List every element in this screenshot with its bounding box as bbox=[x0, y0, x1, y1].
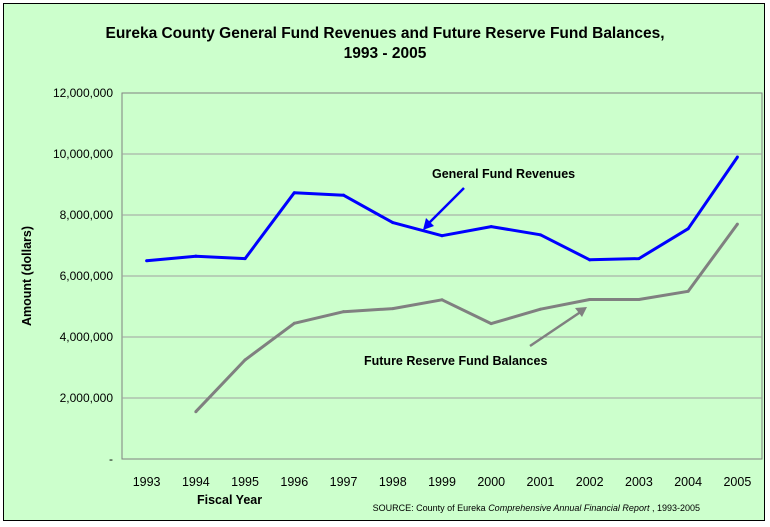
annotation-arrow-general-fund bbox=[425, 187, 465, 227]
x-tick-label: 1997 bbox=[330, 475, 358, 489]
x-tick-label: 1995 bbox=[231, 475, 259, 489]
gridlines bbox=[122, 153, 762, 399]
x-tick-label: 1994 bbox=[182, 475, 210, 489]
source-prefix: SOURCE: County of Eureka bbox=[373, 503, 489, 513]
data-point bbox=[145, 259, 149, 263]
data-point bbox=[489, 225, 493, 229]
x-tick-label: 2004 bbox=[674, 475, 702, 489]
chart: Eureka County General Fund Revenues and … bbox=[20, 25, 763, 513]
x-tick-label: 1998 bbox=[379, 475, 407, 489]
data-point bbox=[440, 298, 444, 302]
chart-title-line1: Eureka County General Fund Revenues and … bbox=[105, 25, 664, 42]
data-point bbox=[637, 257, 641, 261]
y-tick-label: - bbox=[109, 452, 113, 466]
y-tick-label: 8,000,000 bbox=[60, 208, 114, 222]
x-axis-label: Fiscal Year bbox=[197, 493, 262, 507]
data-point bbox=[342, 310, 346, 314]
y-tick-label: 6,000,000 bbox=[60, 269, 114, 283]
x-tick-labels: 1993 1994 1995 1996 1997 1998 1999 2000 2001 2002… bbox=[133, 475, 752, 489]
data-point bbox=[538, 233, 542, 237]
source-note: SOURCE: County of Eureka Comprehensive A… bbox=[373, 503, 700, 513]
series-lines bbox=[145, 155, 739, 414]
data-point bbox=[686, 289, 690, 293]
y-tick-label: 10,000,000 bbox=[53, 147, 113, 161]
chart-frame: Eureka County General Fund Revenues and … bbox=[3, 3, 765, 521]
data-point bbox=[391, 307, 395, 311]
data-point bbox=[588, 258, 592, 262]
data-point bbox=[342, 193, 346, 197]
data-point bbox=[243, 358, 247, 362]
annotation-arrow-reserve-fund bbox=[529, 309, 583, 348]
data-point bbox=[194, 254, 198, 258]
data-point bbox=[292, 321, 296, 325]
series-line-future-reserve-fund-balances bbox=[194, 223, 739, 413]
x-tick-label: 2005 bbox=[723, 475, 751, 489]
data-point bbox=[440, 234, 444, 238]
y-axis-label: Amount (dollars) bbox=[20, 226, 34, 326]
y-tick-labels: - 2,000,000 4,000,000 6,000,000 8,000,000 10,… bbox=[53, 86, 113, 466]
data-point bbox=[489, 322, 493, 326]
data-point bbox=[686, 227, 690, 231]
data-point bbox=[391, 221, 395, 225]
source-report-title: Comprehensive Annual Financial Report bbox=[488, 503, 650, 513]
y-tick-label: 2,000,000 bbox=[60, 391, 114, 405]
data-point bbox=[735, 222, 739, 226]
data-point bbox=[292, 191, 296, 195]
data-point bbox=[243, 257, 247, 261]
y-tick-label: 12,000,000 bbox=[53, 86, 113, 100]
annotation-arrowhead-general-fund bbox=[423, 218, 434, 230]
x-tick-label: 2002 bbox=[576, 475, 604, 489]
data-point bbox=[735, 155, 739, 159]
x-tick-label: 2001 bbox=[527, 475, 555, 489]
y-tick-label: 4,000,000 bbox=[60, 330, 114, 344]
source-suffix: , 1993-2005 bbox=[649, 503, 700, 513]
annotation-arrowhead-reserve-fund bbox=[575, 307, 587, 317]
chart-title-line2: 1993 - 2005 bbox=[344, 45, 427, 62]
x-tick-label: 1993 bbox=[133, 475, 161, 489]
data-point bbox=[637, 297, 641, 301]
annotation-general-fund: General Fund Revenues bbox=[432, 167, 575, 181]
annotation-reserve-fund: Future Reserve Fund Balances bbox=[364, 354, 547, 368]
x-tick-label: 2000 bbox=[477, 475, 505, 489]
x-tick-label: 1999 bbox=[428, 475, 456, 489]
data-point bbox=[538, 307, 542, 311]
data-point bbox=[588, 297, 592, 301]
x-tick-label: 1996 bbox=[280, 475, 308, 489]
data-point bbox=[194, 410, 198, 414]
x-tick-label: 2003 bbox=[625, 475, 653, 489]
